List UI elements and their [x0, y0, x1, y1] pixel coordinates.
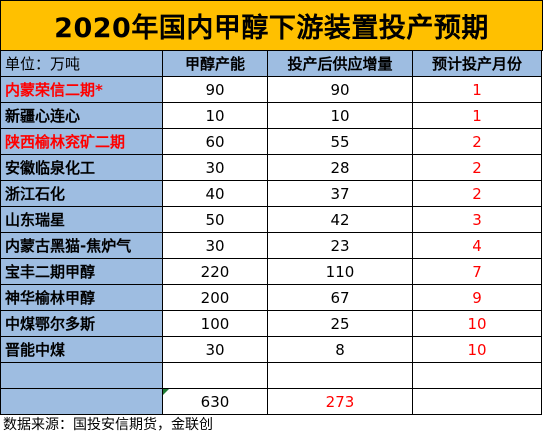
month-cell[interactable]: 10 [412, 336, 542, 363]
header-row: 单位：万吨 甲醇产能 投产后供应增量 预计投产月份 [0, 50, 542, 77]
empty-cell[interactable] [412, 388, 542, 415]
total-row: 630 273 [0, 388, 542, 415]
increment-cell[interactable]: 67 [267, 284, 413, 311]
month-cell[interactable]: 2 [412, 154, 542, 181]
plant-name[interactable]: 陕西榆林兖矿二期 [0, 128, 163, 155]
table-row: 浙江石化 40 37 2 [0, 180, 542, 207]
col-header-month: 预计投产月份 [412, 50, 542, 77]
capacity-cell[interactable]: 200 [162, 284, 268, 311]
month-cell[interactable]: 1 [412, 102, 542, 129]
month-cell[interactable]: 3 [412, 206, 542, 233]
increment-cell[interactable]: 28 [267, 154, 413, 181]
capacity-cell[interactable]: 90 [162, 76, 268, 103]
table-row: 陕西榆林兖矿二期 60 55 2 [0, 128, 542, 155]
month-cell[interactable]: 2 [412, 128, 542, 155]
total-capacity-value: 630 [200, 392, 230, 411]
increment-cell[interactable]: 23 [267, 232, 413, 259]
capacity-cell[interactable]: 40 [162, 180, 268, 207]
plant-name[interactable]: 神华榆林甲醇 [0, 284, 163, 311]
empty-cell[interactable] [162, 362, 268, 389]
table-row: 安徽临泉化工 30 28 2 [0, 154, 542, 181]
table-row: 晋能中煤 30 8 10 [0, 336, 542, 363]
month-cell[interactable]: 9 [412, 284, 542, 311]
plant-name[interactable]: 中煤鄂尔多斯 [0, 310, 163, 337]
empty-row [0, 362, 542, 389]
month-cell[interactable]: 4 [412, 232, 542, 259]
table-row: 宝丰二期甲醇 220 110 7 [0, 258, 542, 285]
plant-name[interactable]: 内蒙荣信二期* [0, 76, 163, 103]
capacity-cell[interactable]: 50 [162, 206, 268, 233]
total-label-cell[interactable] [0, 388, 163, 415]
increment-cell[interactable]: 8 [267, 336, 413, 363]
page-title: 2020年国内甲醇下游装置投产预期 [0, 0, 543, 51]
capacity-cell[interactable]: 30 [162, 336, 268, 363]
increment-cell[interactable]: 90 [267, 76, 413, 103]
month-cell[interactable]: 10 [412, 310, 542, 337]
capacity-cell[interactable]: 30 [162, 154, 268, 181]
plant-name[interactable]: 内蒙古黑猫-焦炉气 [0, 232, 163, 259]
table-row: 内蒙荣信二期* 90 90 1 [0, 76, 542, 103]
capacity-cell[interactable]: 60 [162, 128, 268, 155]
col-header-capacity: 甲醇产能 [162, 50, 268, 77]
capacity-table: 单位：万吨 甲醇产能 投产后供应增量 预计投产月份 内蒙荣信二期* 90 90 … [0, 50, 542, 415]
total-capacity-cell[interactable]: 630 [162, 388, 268, 415]
plant-name[interactable]: 安徽临泉化工 [0, 154, 163, 181]
table-row: 新疆心连心 10 10 1 [0, 102, 542, 129]
total-increment-cell[interactable]: 273 [267, 388, 413, 415]
month-cell[interactable]: 7 [412, 258, 542, 285]
data-source-note: 数据来源：国投安信期货，金联创 [3, 417, 213, 433]
table-row: 山东瑞星 50 42 3 [0, 206, 542, 233]
empty-cell[interactable] [412, 362, 542, 389]
increment-cell[interactable]: 25 [267, 310, 413, 337]
capacity-cell[interactable]: 10 [162, 102, 268, 129]
month-cell[interactable]: 1 [412, 76, 542, 103]
plant-name[interactable]: 新疆心连心 [0, 102, 163, 129]
table-row: 内蒙古黑猫-焦炉气 30 23 4 [0, 232, 542, 259]
col-header-increment: 投产后供应增量 [267, 50, 413, 77]
increment-cell[interactable]: 10 [267, 102, 413, 129]
table-row: 神华榆林甲醇 200 67 9 [0, 284, 542, 311]
formula-indicator-icon [163, 389, 169, 395]
empty-name-cell[interactable] [0, 362, 163, 389]
plant-name[interactable]: 宝丰二期甲醇 [0, 258, 163, 285]
plant-name[interactable]: 浙江石化 [0, 180, 163, 207]
increment-cell[interactable]: 55 [267, 128, 413, 155]
capacity-cell[interactable]: 30 [162, 232, 268, 259]
unit-label: 单位：万吨 [0, 50, 163, 77]
increment-cell[interactable]: 110 [267, 258, 413, 285]
plant-name[interactable]: 山东瑞星 [0, 206, 163, 233]
capacity-cell[interactable]: 100 [162, 310, 268, 337]
increment-cell[interactable]: 37 [267, 180, 413, 207]
capacity-cell[interactable]: 220 [162, 258, 268, 285]
empty-cell[interactable] [267, 362, 413, 389]
plant-name[interactable]: 晋能中煤 [0, 336, 163, 363]
month-cell[interactable]: 2 [412, 180, 542, 207]
table-row: 中煤鄂尔多斯 100 25 10 [0, 310, 542, 337]
increment-cell[interactable]: 42 [267, 206, 413, 233]
